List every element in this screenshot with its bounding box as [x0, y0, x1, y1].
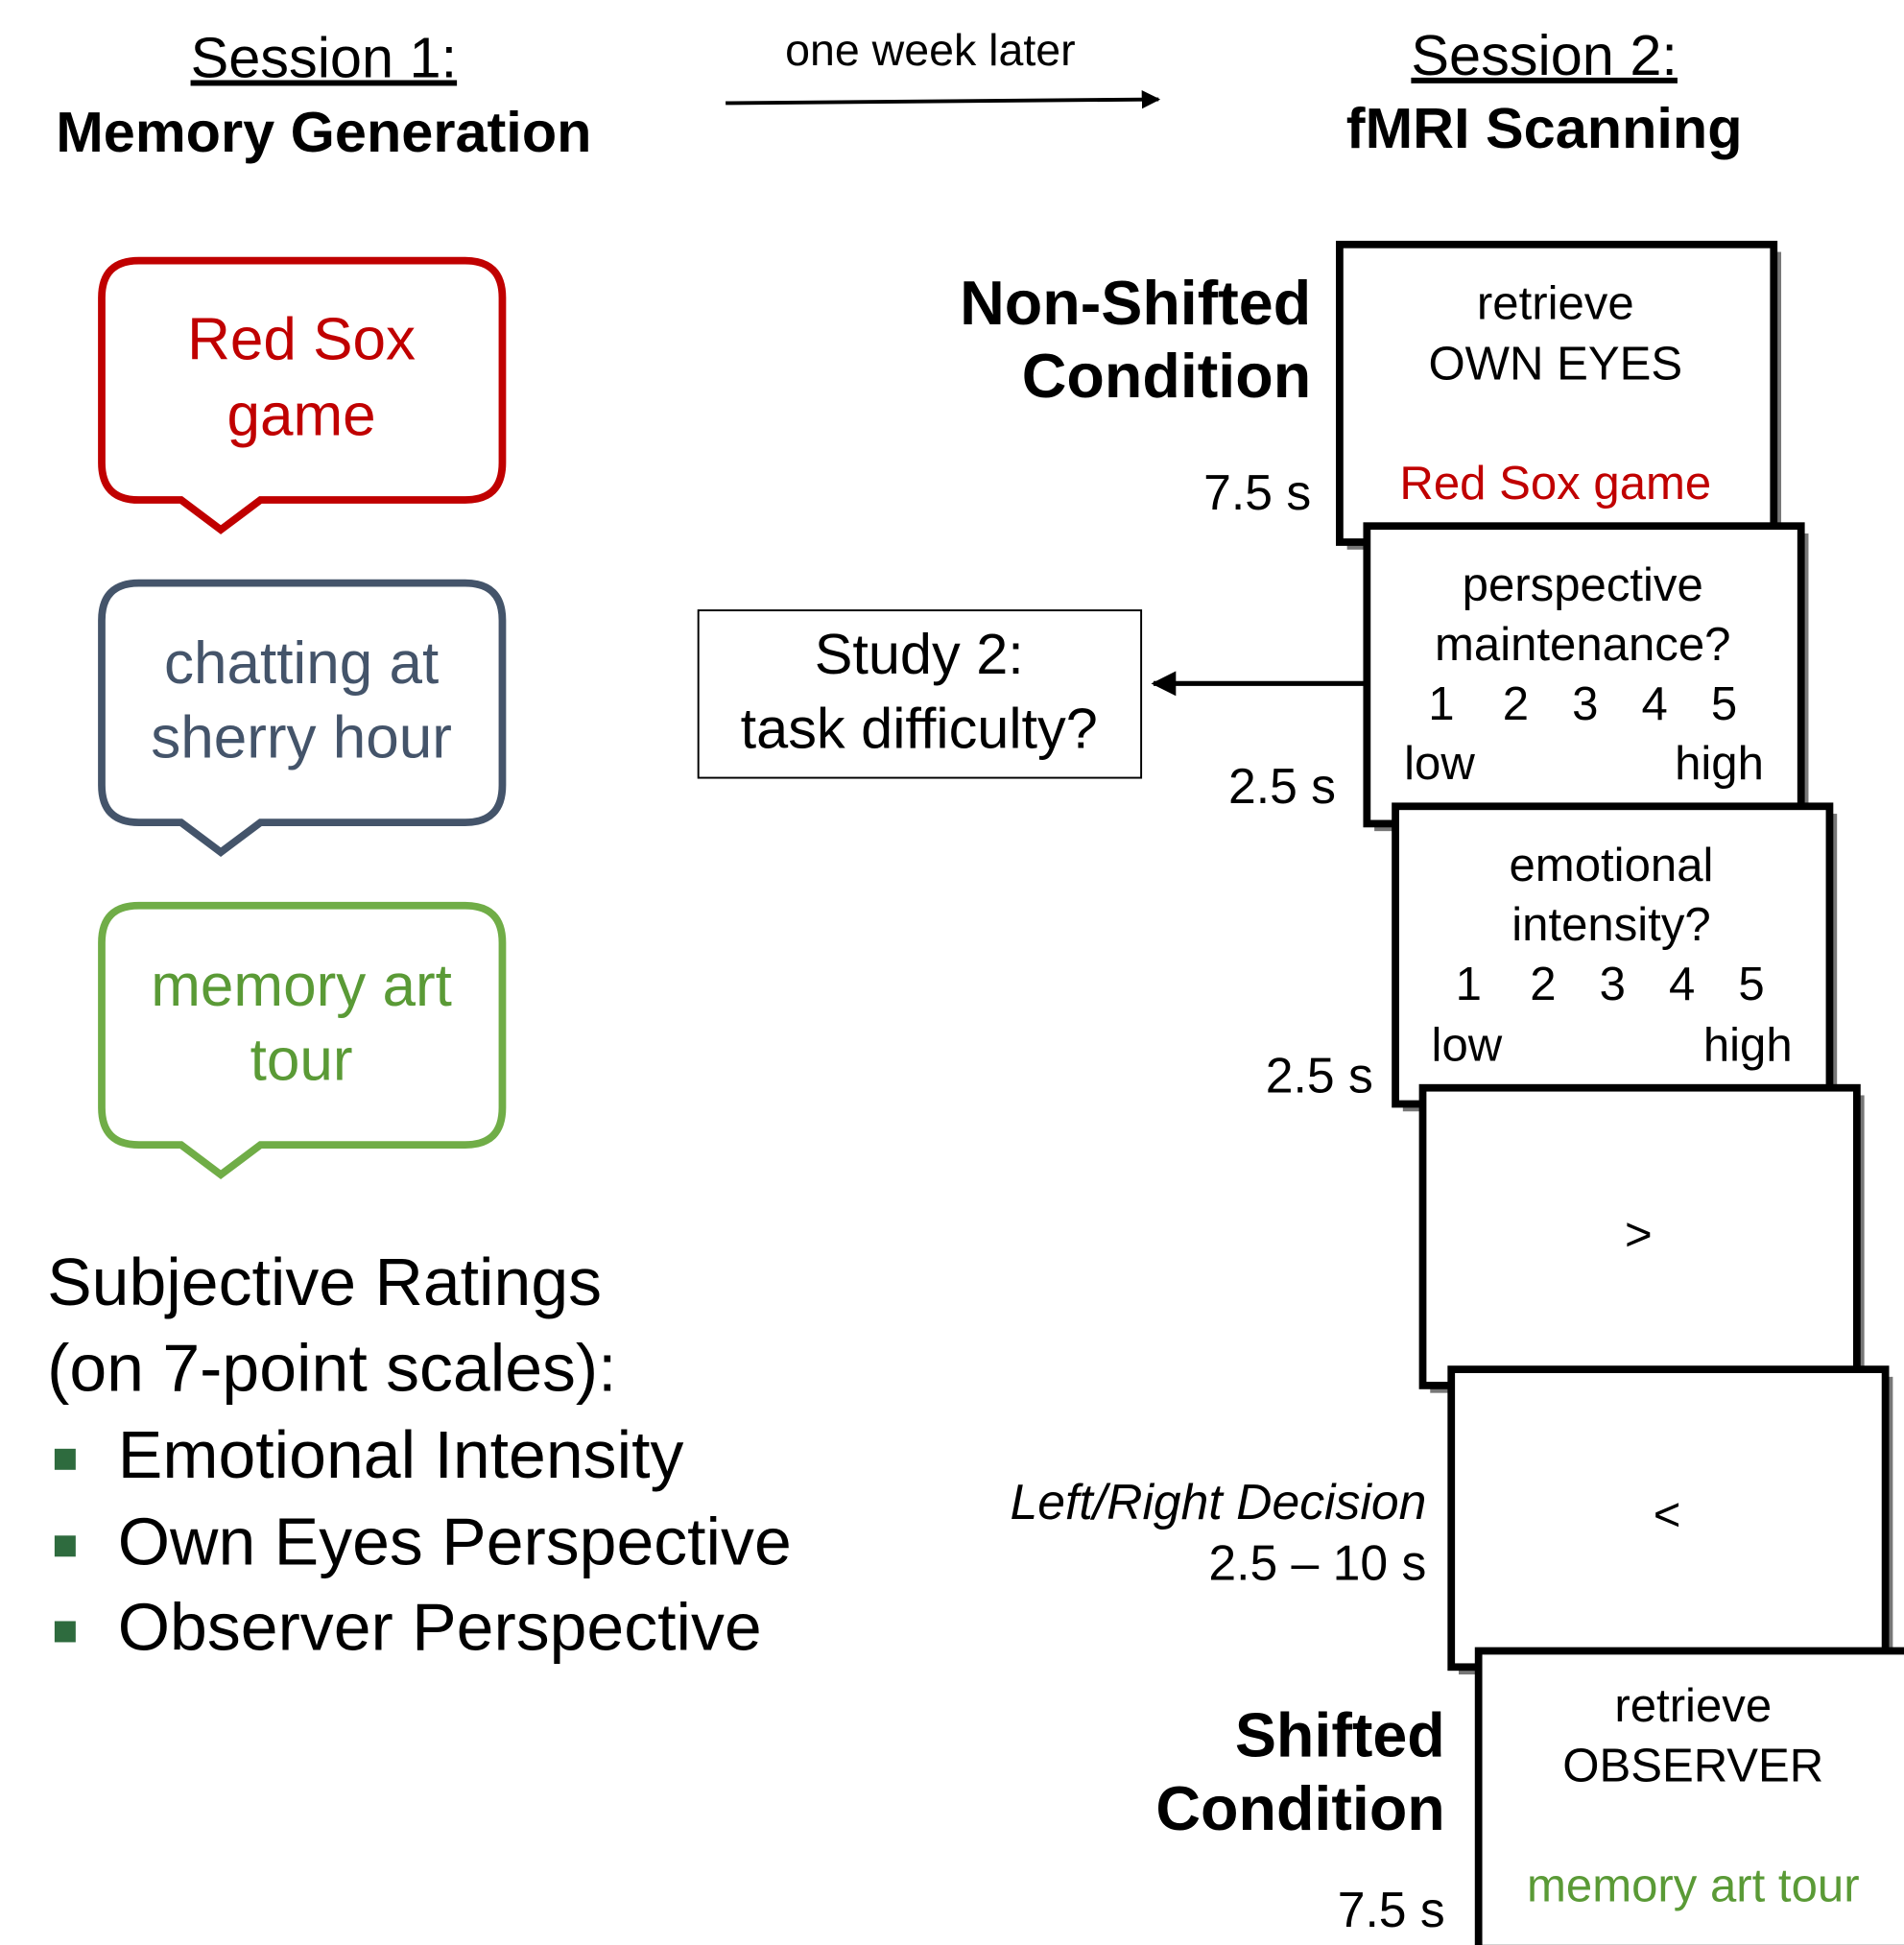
rating-item: Observer Perspective	[118, 1590, 762, 1665]
scale-number: 5	[1711, 678, 1737, 730]
scale-number: 3	[1572, 678, 1598, 730]
session2-subtitle: fMRI Scanning	[1346, 96, 1743, 160]
memory-bubble: memory art tour	[98, 901, 507, 1180]
screen-memory: Red Sox game	[1399, 458, 1711, 510]
study2-text: task difficulty?	[741, 697, 1098, 761]
study2-box	[697, 609, 1143, 779]
scale-number: 3	[1600, 959, 1626, 1010]
bullet	[54, 1621, 76, 1643]
screen-text: retrieve	[1477, 277, 1634, 329]
decision-label: Left/Right Decision	[1011, 1474, 1427, 1530]
screen-text: OBSERVER	[1562, 1740, 1823, 1791]
memory-bubble: Red Sox game	[98, 256, 507, 534]
session1-title: Session 1:	[191, 26, 458, 90]
screen: retrieve OBSERVER memory art tour	[1474, 1647, 1904, 1945]
scale-number: 2	[1503, 678, 1529, 730]
study2-text: Study 2:	[815, 622, 1024, 686]
memory-text: tour	[250, 1028, 353, 1094]
ratings-title: Subjective Ratings	[47, 1245, 602, 1319]
screen: emotional intensity? 1 2 3 4 5 low high	[1392, 802, 1838, 1112]
screen: perspective maintenance? 1 2 3 4 5 low h…	[1363, 522, 1809, 832]
session2-title: Session 2:	[1411, 23, 1678, 87]
bullet	[54, 1448, 76, 1470]
screen-text: emotional	[1509, 840, 1713, 891]
scale-high: high	[1703, 1019, 1793, 1071]
rating-item: Own Eyes Perspective	[118, 1504, 792, 1578]
screen: >	[1418, 1083, 1865, 1393]
ratings-title: (on 7-point scales):	[47, 1330, 616, 1405]
scale-number: 4	[1669, 959, 1695, 1010]
screen-memory: memory art tour	[1527, 1861, 1860, 1912]
duration: 2.5 – 10 s	[1208, 1534, 1426, 1590]
screen-text: OWN EYES	[1428, 339, 1682, 391]
screen-text: maintenance?	[1435, 619, 1731, 671]
condition-label: Non-Shifted	[960, 269, 1311, 338]
screen-text: perspective	[1463, 559, 1703, 611]
memory-text: chatting at	[164, 630, 439, 697]
screen-text: retrieve	[1614, 1680, 1772, 1732]
scale-low: low	[1404, 738, 1475, 790]
transition-arrow	[726, 90, 1161, 109]
memory-bubble: chatting at sherry hour	[98, 579, 507, 857]
scale-low: low	[1432, 1019, 1503, 1071]
scale-number: 1	[1428, 678, 1454, 730]
arrow-cue: >	[1625, 1209, 1653, 1261]
duration: 7.5 s	[1203, 464, 1311, 520]
arrow-cue: <	[1654, 1489, 1681, 1541]
condition-label: Condition	[1022, 342, 1311, 411]
screen-text: intensity?	[1511, 899, 1710, 951]
scale-high: high	[1675, 738, 1764, 790]
transition-label: one week later	[785, 25, 1076, 75]
screen: retrieve OWN EYES Red Sox game	[1336, 240, 1782, 550]
memory-text: Red Sox	[187, 307, 416, 373]
memory-text: sherry hour	[151, 704, 452, 771]
condition-label: Condition	[1155, 1774, 1444, 1843]
condition-label: Shifted	[1235, 1701, 1445, 1770]
rating-item: Emotional Intensity	[118, 1417, 684, 1492]
screen: <	[1447, 1365, 1893, 1675]
memory-text: memory art	[151, 953, 452, 1019]
scale-number: 4	[1642, 678, 1668, 730]
duration: 2.5 s	[1266, 1047, 1373, 1103]
memory-text: game	[226, 382, 375, 448]
duration: 7.5 s	[1338, 1882, 1445, 1937]
scale-number: 5	[1738, 959, 1764, 1010]
session1-subtitle: Memory Generation	[56, 100, 591, 164]
duration: 2.5 s	[1228, 758, 1336, 814]
bullet	[54, 1535, 76, 1557]
scale-number: 1	[1456, 959, 1482, 1010]
scale-number: 2	[1530, 959, 1556, 1010]
